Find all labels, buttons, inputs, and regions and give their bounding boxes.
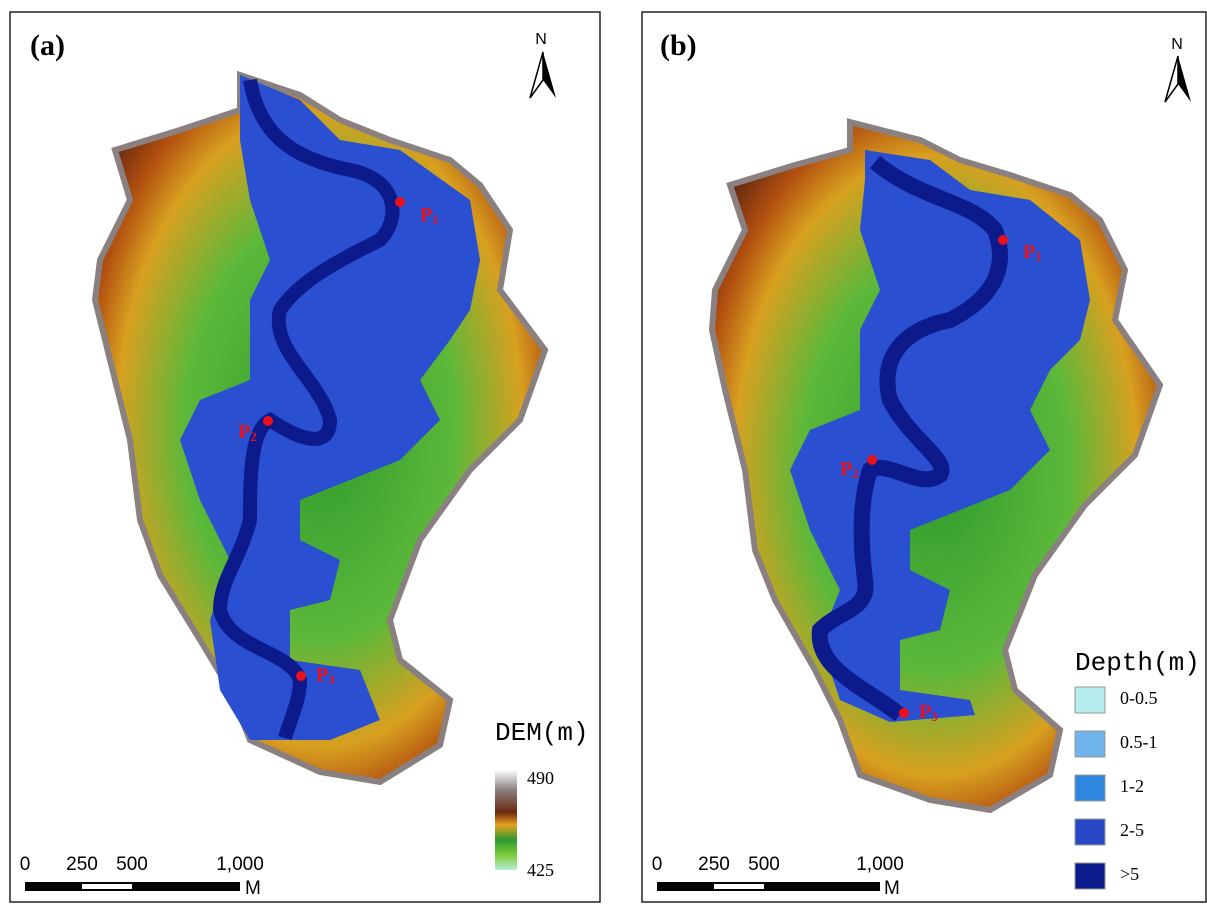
point-marker (867, 455, 877, 465)
frame (641, 11, 1207, 903)
scale-tick: 500 (116, 854, 148, 875)
legend-title: Depth(m) (1075, 648, 1200, 678)
legend-swatch (1074, 686, 1106, 714)
point-label: P3 (919, 701, 938, 724)
point-marker (998, 235, 1008, 245)
point-label: P1 (1023, 241, 1042, 264)
scale-tick: 500 (748, 854, 780, 875)
point-marker (263, 416, 273, 426)
panel-label: (b) (660, 29, 697, 62)
north-arrow (1164, 55, 1179, 103)
legend-label: 0-0.5 (1120, 688, 1158, 708)
north-arrow (1178, 56, 1191, 102)
legend-swatch (1074, 818, 1106, 846)
dem-colorbar (495, 770, 517, 870)
scale-tick: 1,000 (216, 854, 264, 875)
frame (9, 11, 601, 903)
legend-max: 490 (527, 768, 554, 788)
north-arrow (529, 51, 544, 99)
legend-label: 0.5-1 (1120, 732, 1158, 752)
north-arrow (543, 52, 556, 98)
north-label: N (535, 31, 547, 48)
scale-tick: 1,000 (856, 854, 904, 875)
scale-bar (657, 882, 880, 891)
point-marker (899, 708, 909, 718)
scale-tick: 0 (652, 854, 663, 875)
point-label: P2 (840, 458, 859, 481)
scale-bar (25, 882, 240, 891)
river (811, 155, 1008, 722)
scale-tick: 250 (698, 854, 730, 875)
legend-label: 1-2 (1120, 776, 1144, 796)
scale-tick: 0 (20, 854, 31, 875)
scale-unit: M (884, 878, 900, 899)
north-label: N (1171, 36, 1183, 53)
panel-b: P1 P2 P3 (b) N Depth(m) 0-0.5 0.5-1 1-2 2-5… (641, 11, 1207, 903)
legend-label: >5 (1120, 864, 1139, 884)
scale-tick: 250 (66, 854, 98, 875)
legend-min: 425 (527, 860, 554, 880)
river (212, 78, 400, 740)
point-marker (395, 197, 405, 207)
point-label: P1 (420, 204, 439, 227)
legend-title: DEM(m) (495, 718, 589, 748)
point-label: P2 (238, 421, 257, 444)
legend-swatch (1074, 774, 1106, 802)
legend-swatch (1074, 862, 1106, 890)
legend-swatch (1074, 730, 1106, 758)
depth-legend: 0-0.5 0.5-1 1-2 2-5 >5 (1074, 686, 1158, 890)
point-marker (296, 671, 306, 681)
panel-a: P1 P2 P3 (a) N DEM(m) 490 425 0 250 500 … (9, 11, 601, 903)
scale-unit: M (245, 878, 261, 899)
panel-label: (a) (30, 29, 65, 62)
legend-label: 2-5 (1120, 820, 1144, 840)
point-label: P3 (316, 664, 335, 687)
